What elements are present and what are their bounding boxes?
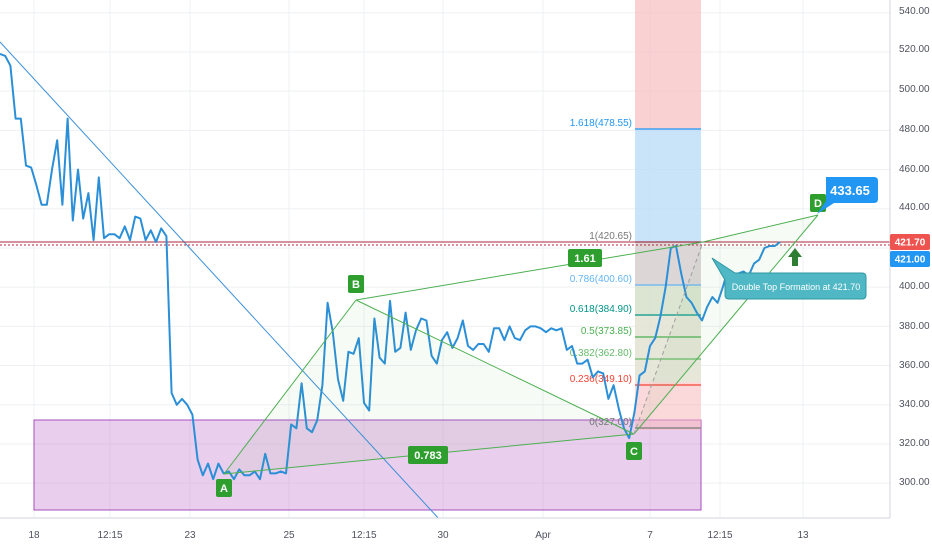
pattern-leg <box>355 299 635 435</box>
price-axis: 540.00 520.00 500.00 480.00 460.00 440.00 400.… <box>889 0 932 550</box>
current-price-label-bg <box>890 234 930 250</box>
point-label-b-text: B <box>352 279 360 291</box>
price-tick-label: 340.00 <box>899 399 930 410</box>
time-tick-label: 13 <box>797 530 809 541</box>
harmonic-pattern <box>223 214 819 475</box>
time-tick-label: 18 <box>28 530 40 541</box>
pattern-leg <box>702 214 819 243</box>
ratio-label-bd-bg <box>568 249 602 267</box>
point-label-c-bg <box>626 442 642 460</box>
stop-zone-top <box>635 0 701 129</box>
price-axis-bg <box>890 0 932 550</box>
price-tick-label: 380.00 <box>899 321 930 332</box>
point-label-b-bg <box>348 275 364 293</box>
point-label-d-text: D <box>814 198 822 210</box>
point-label-c-text: C <box>630 446 638 458</box>
price-tick-label: 320.00 <box>899 438 930 449</box>
time-tick-label: 12:15 <box>351 530 376 541</box>
price-tick-label: 500.00 <box>899 84 930 95</box>
fib-level-label: 1(420.65) <box>589 231 632 242</box>
point-label-c: C <box>626 442 642 460</box>
ratio-label-bd-text: 1.61 <box>574 253 595 265</box>
annotation-bg <box>711 257 867 300</box>
point-label-a: A <box>216 479 232 497</box>
current-price-label: 421.70 <box>890 234 930 250</box>
point-label-a-bg <box>216 479 232 497</box>
time-tick-label: 7 <box>647 530 653 541</box>
price-tick-label: 480.00 <box>899 124 930 135</box>
time-tick-label: Apr <box>535 530 551 541</box>
fib-level-label: 0.786(400.60) <box>570 274 632 285</box>
price-line <box>0 52 781 481</box>
descending-trendline <box>0 41 441 521</box>
ratio-label-ac-text: 0.783 <box>414 450 442 462</box>
price-tick-label: 440.00 <box>899 202 930 213</box>
fib-band-05 <box>635 315 701 382</box>
fib-level-label: 0.5(373.85) <box>581 326 632 337</box>
grid-lines <box>0 0 890 518</box>
target-price-bg <box>817 177 878 214</box>
ratio-label-ac-bg <box>408 446 448 464</box>
fib-retracement: 1.618(478.55) 1(420.65) 0.786(400.60) 0.618… <box>570 118 701 429</box>
target-price-callout: 433.65 <box>817 177 878 214</box>
annotation-callout: Double Top Formation at 421.70 <box>711 257 867 300</box>
secondary-price-label-bg <box>890 251 930 267</box>
time-tick-label: 12:15 <box>97 530 122 541</box>
price-tick-label: 520.00 <box>899 44 930 55</box>
time-tick-label: 25 <box>283 530 295 541</box>
time-tick-label: 30 <box>437 530 449 541</box>
pattern-leg <box>633 214 819 435</box>
time-tick-label: 23 <box>184 530 196 541</box>
pattern-leg <box>223 299 357 475</box>
target-price-text: 433.65 <box>830 183 870 198</box>
annotation-text: Double Top Formation at 421.70 <box>732 282 860 292</box>
price-tick-label: 360.00 <box>899 360 930 371</box>
price-tick-label: 460.00 <box>899 164 930 175</box>
fib-level-label: 0.236(349.10) <box>570 374 632 385</box>
price-tick-label: 400.00 <box>899 281 930 292</box>
pattern-fill-abc <box>224 300 634 474</box>
point-label-b: B <box>348 275 364 293</box>
time-axis: 18 12:15 23 25 12:15 30 Apr 7 12:15 13 <box>0 517 932 550</box>
target-zone <box>635 129 701 242</box>
fib-level-label: 0.618(384.90) <box>570 304 632 315</box>
fib-level-label: 1.618(478.55) <box>570 118 632 129</box>
price-tick-label: 540.00 <box>899 6 930 17</box>
point-label-a-text: A <box>220 483 228 495</box>
time-tick-label: 12:15 <box>707 530 732 541</box>
pattern-leg <box>355 241 704 301</box>
ratio-label-bd: 1.61 <box>568 249 602 267</box>
price-tick-label: 300.00 <box>899 477 930 488</box>
pattern-leg-dashed <box>633 241 704 435</box>
secondary-price-label-text: 421.00 <box>895 255 926 266</box>
ratio-label-ac: 0.783 <box>408 446 448 464</box>
support-zone <box>33 419 702 511</box>
current-price-label-text: 421.70 <box>895 238 926 249</box>
fib-level-label: 0.382(362.80) <box>570 348 632 359</box>
secondary-price-label: 421.00 <box>890 251 930 267</box>
time-axis-bg <box>0 518 932 550</box>
up-arrow-icon <box>788 248 802 266</box>
